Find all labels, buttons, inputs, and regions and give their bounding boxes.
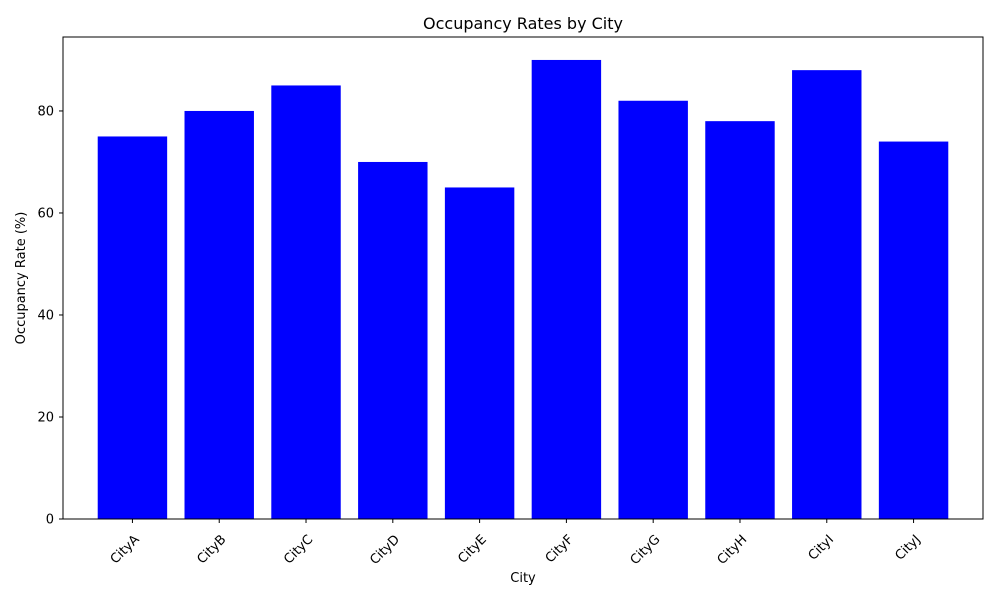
y-axis: 0 20 40 60 80 [37,104,63,528]
x-tick-label-cityj: CityJ [892,532,923,563]
bar-cityg [618,100,688,519]
y-axis-label: Occupancy Rate (%) [14,212,29,345]
bar-citya [97,136,168,519]
x-tick-label-cityc: CityC [281,532,316,567]
y-tick-label: 20 [37,410,54,425]
y-tick-label: 0 [46,513,54,528]
bar-cityf [531,59,602,519]
bar-cityd [358,161,428,520]
chart-title: Occupancy Rates by City [423,14,623,33]
x-tick-label-citye: CityE [455,532,489,566]
y-tick-label: 60 [37,206,54,221]
bar-cityi [792,70,862,519]
bar-cityj [878,141,949,519]
plot-frame [62,36,984,520]
x-tick-label-citya: CityA [108,532,143,567]
bar-citye [444,187,515,519]
x-axis-label: City [510,571,536,586]
y-tick-label: 80 [37,104,54,119]
x-tick-label-cityi: CityI [806,532,837,563]
bar-cityb [184,110,254,519]
x-tick-label-cityb: CityB [195,532,230,567]
x-tick-label-cityg: CityG [628,532,664,568]
bar-cityc [271,85,341,520]
x-tick-label-cityh: CityH [715,532,751,568]
x-tick-label-cityf: CityF [543,532,577,566]
y-tick-label: 40 [37,308,54,323]
x-axis: CityA CityB CityC CityD CityE CityF CityG CityH… [108,519,924,568]
bars-group [97,59,949,520]
bar-cityh [705,121,775,520]
x-tick-label-cityd: CityD [367,532,403,568]
